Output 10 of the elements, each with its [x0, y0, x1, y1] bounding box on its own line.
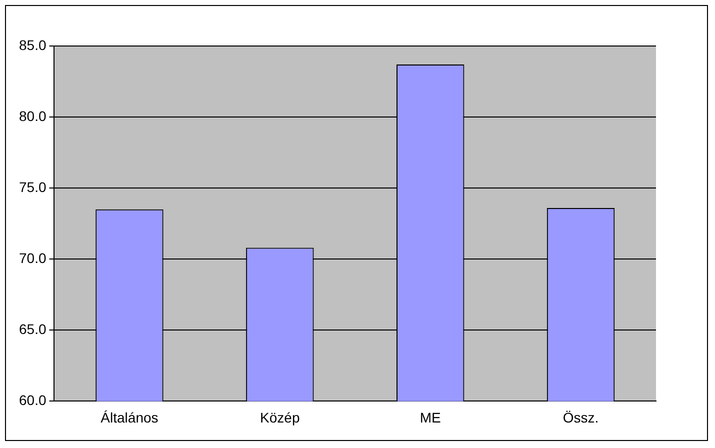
y-tick-label: 65.0 [19, 321, 46, 338]
y-tick-label: 75.0 [19, 178, 46, 195]
x-tick-label: Általános [100, 409, 158, 426]
y-tick-label: 70.0 [19, 250, 46, 266]
x-tick-label: ME [420, 409, 441, 426]
x-tick-label: Közép [260, 409, 300, 426]
y-tick-label: 60.0 [19, 392, 46, 408]
y-tick-label: 80.0 [19, 108, 46, 124]
x-tick-label: Össz. [562, 409, 599, 426]
y-tick-label: 85.0 [19, 36, 46, 53]
